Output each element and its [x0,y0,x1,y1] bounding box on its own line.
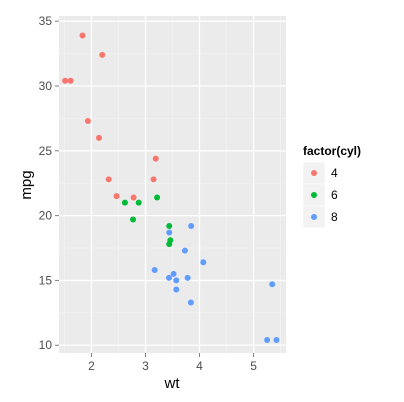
x-tick-label: 2 [88,359,95,373]
legend-title: factor(cyl) [303,144,361,158]
data-point-cyl-8 [170,270,177,277]
legend: factor(cyl) 4 6 8 [302,144,361,229]
legend-key-swatch [311,214,317,220]
y-tick-label: 10 [39,338,53,352]
legend-key-swatch [311,170,317,176]
y-axis-title: mpg [18,170,35,199]
y-tick-label: 30 [39,79,53,93]
data-point-cyl-6 [154,194,161,201]
x-axis-title: wt [164,375,181,392]
y-tick-label: 25 [39,144,53,158]
data-point-cyl-4 [130,194,137,201]
data-point-cyl-6 [121,199,128,206]
data-point-cyl-8 [173,277,180,284]
data-point-cyl-4 [84,117,91,124]
data-point-cyl-8 [184,274,191,281]
y-tick-label: 35 [39,14,53,28]
data-point-cyl-6 [167,237,174,244]
x-tick-label: 3 [142,359,149,373]
data-point-cyl-4 [105,176,112,183]
y-tick-label: 15 [39,273,53,287]
minor-gridlines [59,16,286,353]
data-point-cyl-8 [264,337,271,344]
data-point-cyl-8 [181,247,188,254]
y-axis: 10 15 20 25 30 35 [39,14,59,352]
data-point-cyl-6 [166,222,173,229]
data-point-cyl-8 [165,274,172,281]
major-gridlines [59,16,286,353]
data-point-cyl-4 [152,155,159,162]
x-axis: 2 3 4 5 [88,353,257,373]
x-tick-label: 4 [196,359,203,373]
data-point-cyl-8 [151,267,158,274]
data-point-cyl-4 [67,77,74,84]
y-tick-label: 20 [39,209,53,223]
data-point-cyl-8 [173,286,180,293]
data-point-cyl-6 [130,216,137,223]
legend-label: 6 [331,188,338,202]
data-point-cyl-8 [273,337,280,344]
data-points [62,32,280,344]
data-point-cyl-4 [95,134,102,141]
data-point-cyl-8 [269,281,276,288]
data-point-cyl-4 [79,32,86,39]
x-tick-label: 5 [250,359,257,373]
data-point-cyl-4 [113,193,120,200]
legend-key-swatch [311,192,317,198]
legend-label: 8 [331,210,338,224]
data-point-cyl-8 [187,299,194,306]
legend-label: 4 [331,166,338,180]
data-point-cyl-8 [188,222,195,229]
data-point-cyl-4 [99,51,106,58]
data-point-cyl-6 [135,199,142,206]
data-point-cyl-8 [200,259,207,266]
data-point-cyl-4 [150,176,157,183]
data-point-cyl-4 [62,77,69,84]
data-point-cyl-8 [166,229,173,236]
